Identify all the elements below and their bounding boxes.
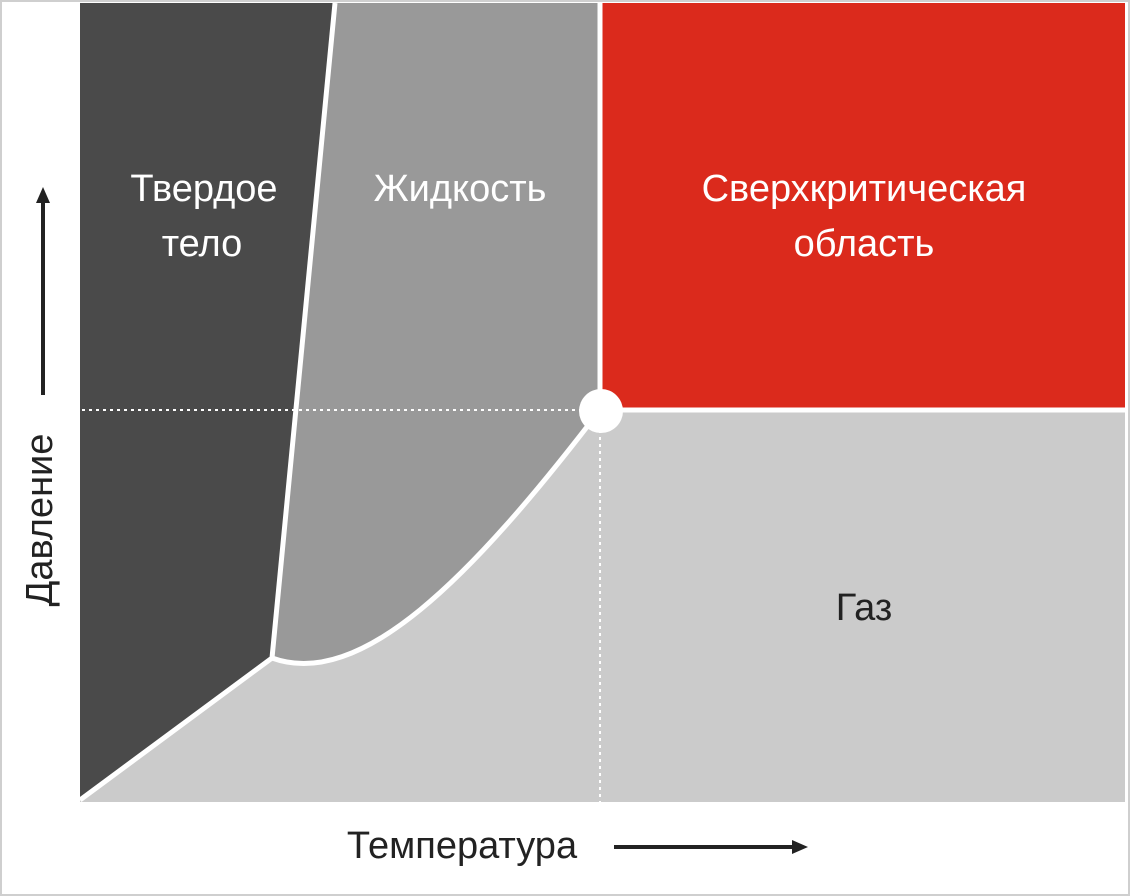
y-axis-label: Давление: [19, 434, 61, 607]
region-label: область: [794, 223, 935, 265]
arrow-head: [36, 187, 50, 203]
region-label: тело: [162, 223, 243, 265]
y-axis-arrow: [36, 187, 50, 395]
region-label: Жидкость: [374, 168, 547, 210]
region-label: Твердое: [130, 168, 277, 210]
region-label: Сверхкритическая: [702, 168, 1027, 210]
region-label: Газ: [836, 587, 893, 629]
critical-point: [579, 389, 623, 433]
vaporization-curve: [271, 408, 602, 666]
supercritical-region: [600, 3, 1125, 410]
liquid-region: [272, 3, 600, 664]
arrow-head: [792, 840, 808, 854]
x-axis-label: Температура: [347, 825, 578, 867]
x-axis-arrow: [614, 840, 808, 854]
solid-region: [80, 3, 335, 800]
